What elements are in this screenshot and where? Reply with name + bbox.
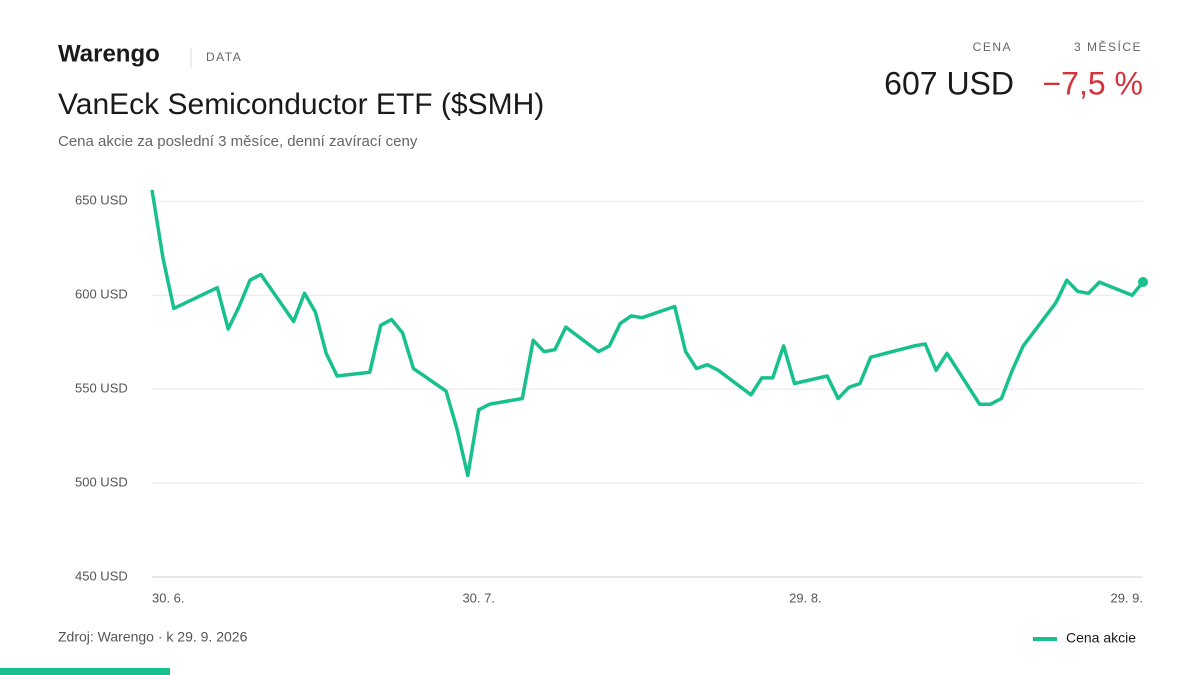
source: Zdroj: Warengo · k 29. 9. 2026 bbox=[58, 629, 248, 645]
legend-label: Cena akcie bbox=[1066, 630, 1136, 646]
y-tick-label: 500 USD bbox=[75, 475, 128, 490]
y-tick-label: 550 USD bbox=[75, 381, 128, 396]
section-label: DATA bbox=[206, 50, 242, 64]
chart-subtitle: Cena akcie za poslední 3 měsíce, denní z… bbox=[58, 133, 418, 150]
chart-title: VanEck Semiconductor ETF ($SMH) bbox=[58, 88, 544, 121]
y-tick-label: 650 USD bbox=[75, 193, 128, 208]
price: 607 USD bbox=[884, 65, 1014, 101]
y-tick-label: 600 USD bbox=[75, 287, 128, 302]
y-tick-label: 450 USD bbox=[75, 568, 128, 583]
change-label: 3 MĚSÍCE bbox=[1074, 39, 1142, 54]
last-point bbox=[1138, 277, 1148, 288]
x-tick-label: 29. 9. bbox=[1110, 590, 1143, 605]
logo: Warengo bbox=[58, 40, 160, 67]
x-tick-label: 29. 8. bbox=[789, 590, 822, 605]
accent-bar bbox=[0, 668, 170, 675]
price-line bbox=[150, 189, 1145, 478]
x-tick-label: 30. 7. bbox=[462, 590, 495, 605]
price-label: CENA bbox=[973, 40, 1012, 54]
change: −7,5 % bbox=[1042, 65, 1143, 101]
x-tick-label: 30. 6. bbox=[152, 590, 185, 605]
